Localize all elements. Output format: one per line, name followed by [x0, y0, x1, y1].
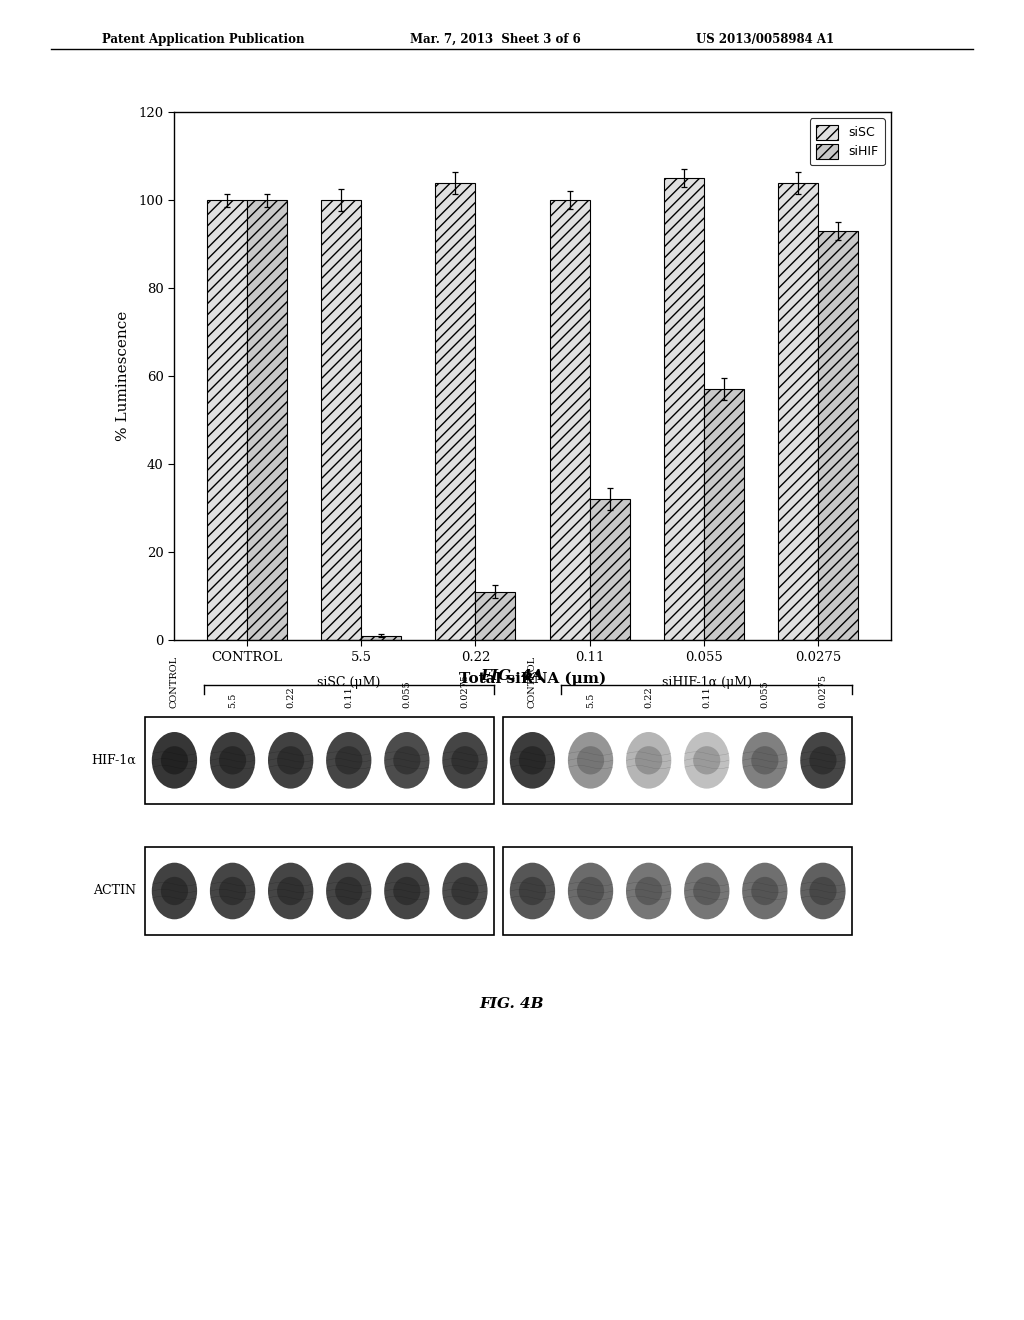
Ellipse shape: [577, 876, 604, 906]
Ellipse shape: [393, 876, 421, 906]
Ellipse shape: [384, 863, 429, 919]
Ellipse shape: [152, 733, 197, 788]
Ellipse shape: [742, 733, 787, 788]
Text: Mar. 7, 2013  Sheet 3 of 6: Mar. 7, 2013 Sheet 3 of 6: [410, 33, 581, 46]
Text: US 2013/0058984 A1: US 2013/0058984 A1: [696, 33, 835, 46]
Ellipse shape: [752, 746, 778, 775]
Text: CONTROL: CONTROL: [528, 656, 537, 708]
Ellipse shape: [268, 733, 313, 788]
Ellipse shape: [442, 733, 487, 788]
Ellipse shape: [326, 733, 372, 788]
Ellipse shape: [742, 863, 787, 919]
Bar: [504, 847, 852, 935]
Ellipse shape: [809, 876, 837, 906]
Text: FIG. 4B: FIG. 4B: [480, 997, 544, 1011]
Bar: [550, 201, 590, 640]
Bar: [475, 591, 515, 640]
Bar: [361, 636, 401, 640]
Ellipse shape: [452, 876, 478, 906]
Text: 0.11: 0.11: [702, 686, 712, 708]
Text: 0.11: 0.11: [344, 686, 353, 708]
Bar: [590, 499, 630, 640]
Bar: [145, 717, 494, 804]
Legend: siSC, siHIF: siSC, siHIF: [810, 119, 885, 165]
Ellipse shape: [384, 733, 429, 788]
Bar: [778, 182, 818, 640]
Ellipse shape: [801, 733, 846, 788]
Ellipse shape: [626, 863, 672, 919]
Text: siHIF-1α (μM): siHIF-1α (μM): [662, 676, 752, 689]
Ellipse shape: [152, 863, 197, 919]
Ellipse shape: [219, 746, 246, 775]
Ellipse shape: [210, 863, 255, 919]
Ellipse shape: [809, 746, 837, 775]
Text: FIG. 4A: FIG. 4A: [480, 669, 544, 684]
Text: Patent Application Publication: Patent Application Publication: [102, 33, 305, 46]
Bar: [664, 178, 703, 640]
Ellipse shape: [693, 876, 720, 906]
Ellipse shape: [442, 863, 487, 919]
Text: 0.055: 0.055: [761, 680, 769, 708]
Text: 0.055: 0.055: [402, 680, 412, 708]
Ellipse shape: [635, 876, 663, 906]
Ellipse shape: [335, 876, 362, 906]
Bar: [247, 201, 287, 640]
Ellipse shape: [510, 733, 555, 788]
Ellipse shape: [510, 863, 555, 919]
Bar: [818, 231, 858, 640]
Ellipse shape: [161, 746, 188, 775]
Bar: [504, 717, 852, 804]
Ellipse shape: [519, 876, 546, 906]
Ellipse shape: [626, 733, 672, 788]
Ellipse shape: [278, 876, 304, 906]
Bar: [145, 847, 494, 935]
Bar: [703, 389, 744, 640]
Text: HIF-1α: HIF-1α: [91, 754, 136, 767]
Bar: [435, 182, 475, 640]
Text: 0.22: 0.22: [644, 686, 653, 708]
Text: 0.22: 0.22: [286, 686, 295, 708]
Ellipse shape: [452, 746, 478, 775]
Bar: [207, 201, 247, 640]
X-axis label: Total siRNA (μm): Total siRNA (μm): [459, 672, 606, 686]
Ellipse shape: [684, 733, 729, 788]
Ellipse shape: [684, 863, 729, 919]
Text: 5.5: 5.5: [586, 693, 595, 708]
Ellipse shape: [278, 746, 304, 775]
Ellipse shape: [568, 863, 613, 919]
Ellipse shape: [519, 746, 546, 775]
Ellipse shape: [568, 733, 613, 788]
Ellipse shape: [801, 863, 846, 919]
Ellipse shape: [393, 746, 421, 775]
Text: 0.0275: 0.0275: [461, 675, 469, 708]
Bar: [321, 201, 361, 640]
Ellipse shape: [161, 876, 188, 906]
Text: 0.0275: 0.0275: [818, 675, 827, 708]
Text: siSC (μM): siSC (μM): [317, 676, 381, 689]
Text: 5.5: 5.5: [228, 693, 237, 708]
Ellipse shape: [326, 863, 372, 919]
Ellipse shape: [219, 876, 246, 906]
Ellipse shape: [635, 746, 663, 775]
Ellipse shape: [268, 863, 313, 919]
Ellipse shape: [752, 876, 778, 906]
Ellipse shape: [335, 746, 362, 775]
Text: CONTROL: CONTROL: [170, 656, 179, 708]
Ellipse shape: [210, 733, 255, 788]
Ellipse shape: [693, 746, 720, 775]
Y-axis label: % Luminescence: % Luminescence: [116, 312, 130, 441]
Ellipse shape: [577, 746, 604, 775]
Text: ACTIN: ACTIN: [93, 884, 136, 898]
